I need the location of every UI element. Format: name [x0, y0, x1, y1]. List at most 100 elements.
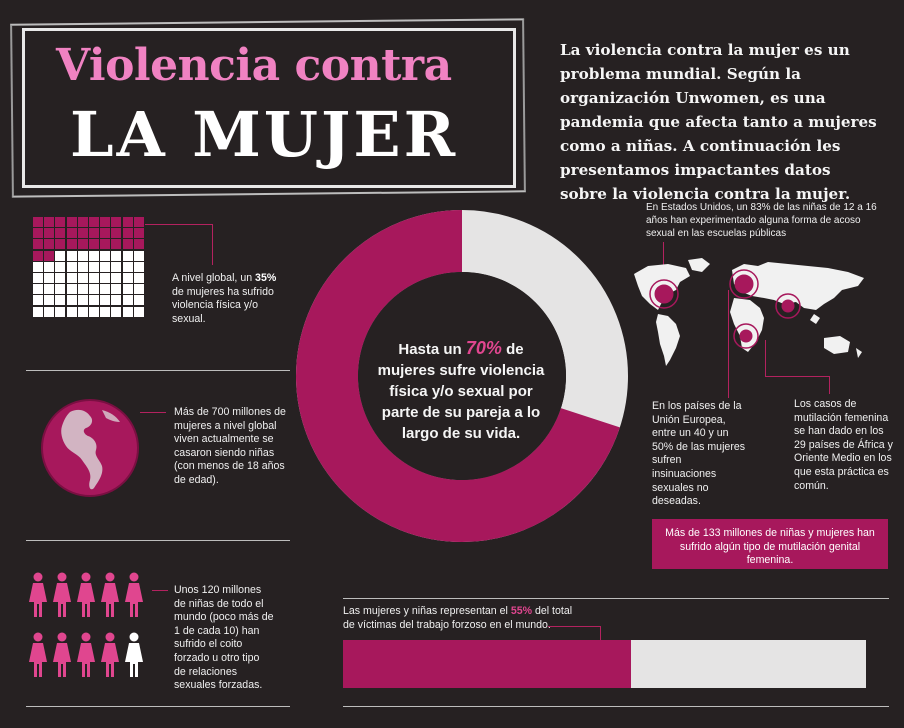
waffle-cell: [44, 239, 55, 250]
waffle-cell: [100, 295, 111, 306]
waffle-cell: [89, 284, 99, 295]
stat-35-pre: A nivel global, un: [172, 272, 256, 284]
leader-line-forced-labor: [548, 626, 601, 641]
forced-labor-bar-fill: [343, 640, 631, 688]
waffle-cell: [77, 295, 88, 306]
waffle-cell: [55, 273, 66, 283]
donut-pct: 70%: [465, 338, 502, 358]
waffle-cell: [44, 228, 55, 239]
stat-35-pct: 35%: [255, 272, 277, 284]
woman-figure-icon: [52, 632, 72, 683]
waffle-cell: [122, 284, 133, 295]
waffle-cell: [122, 228, 133, 239]
waffle-cell: [33, 228, 43, 239]
waffle-cell: [77, 306, 88, 317]
divider-3: [26, 706, 290, 707]
waffle-cell: [77, 250, 88, 261]
donut-pre: Hasta un: [398, 341, 466, 358]
waffle-cell: [33, 261, 43, 272]
divider-1: [26, 370, 290, 371]
waffle-cell: [33, 273, 43, 283]
waffle-cell: [100, 261, 111, 272]
waffle-cell: [77, 261, 88, 272]
us-stat-text: En Estados Unidos, un 83% de las niñas d…: [646, 202, 877, 239]
woman-figure-icon: [100, 632, 120, 683]
woman-figure-icon: [76, 572, 96, 623]
leader-line-120: [152, 590, 168, 592]
waffle-cell: [66, 261, 77, 272]
mutilation-stat-text: Los casos de mutilación femenina se han …: [794, 398, 893, 492]
woman-figure-icon: [76, 632, 96, 683]
waffle-cell: [77, 228, 88, 239]
waffle-cell: [44, 295, 55, 306]
waffle-cell: [122, 239, 133, 250]
eu-stat-text: En los países de la Unión Europea, entre…: [652, 400, 746, 508]
waffle-cell: [44, 306, 55, 317]
waffle-cell: [44, 217, 55, 227]
waffle-cell: [89, 217, 99, 227]
waffle-cell: [133, 228, 144, 239]
waffle-cell: [133, 284, 144, 295]
woman-figure-icon: [124, 572, 144, 623]
waffle-cell: [66, 217, 77, 227]
waffle-cell: [100, 273, 111, 283]
waffle-cell: [89, 261, 99, 272]
waffle-cell: [89, 273, 99, 283]
waffle-cell: [111, 239, 122, 250]
mutilation-highlight-box: Más de 133 millones de niñas y mujeres h…: [652, 519, 888, 569]
waffle-cell: [55, 306, 66, 317]
waffle-cell: [133, 306, 144, 317]
waffle-cell: [111, 284, 122, 295]
stat-35-post: de mujeres ha sufrido violencia física y…: [172, 285, 274, 325]
title-frame: [22, 28, 516, 188]
waffle-cell: [33, 250, 43, 261]
waffle-cell: [66, 284, 77, 295]
woman-figure-icon: [28, 572, 48, 623]
waffle-cell: [133, 273, 144, 283]
waffle-cell: [66, 228, 77, 239]
women-figures-group: [28, 572, 148, 678]
waffle-cell: [66, 273, 77, 283]
waffle-cell: [100, 284, 111, 295]
waffle-cell: [77, 239, 88, 250]
waffle-cell: [122, 250, 133, 261]
leader-line-35: [145, 224, 213, 265]
waffle-cell: [133, 239, 144, 250]
waffle-cell: [77, 284, 88, 295]
woman-figure-icon: [28, 632, 48, 683]
waffle-cell: [77, 217, 88, 227]
waffle-cell: [44, 250, 55, 261]
waffle-cell: [111, 217, 122, 227]
waffle-cell: [100, 239, 111, 250]
world-map-icon: [628, 252, 878, 382]
waffle-cell: [33, 239, 43, 250]
waffle-cell: [100, 228, 111, 239]
leader-line-africa-h: [765, 376, 829, 378]
waffle-cell: [77, 273, 88, 283]
waffle-cell: [133, 217, 144, 227]
waffle-cell: [66, 239, 77, 250]
waffle-cell: [33, 306, 43, 317]
forced-labor-pct: 55%: [510, 605, 533, 617]
waffle-cell: [89, 295, 99, 306]
donut-arc-70: [296, 210, 628, 542]
intro-paragraph: La violencia contra la mujer es un probl…: [560, 41, 877, 203]
waffle-cell: [33, 284, 43, 295]
globe-americas-icon: [40, 398, 140, 498]
forced-labor-post: del total de víctimas del trabajo forzos…: [343, 605, 573, 631]
waffle-cell: [55, 239, 66, 250]
waffle-cell: [66, 250, 77, 261]
waffle-cell: [55, 250, 66, 261]
woman-figure-icon: [124, 632, 144, 683]
waffle-cell: [44, 284, 55, 295]
divider-5: [343, 706, 889, 707]
woman-figure-icon: [52, 572, 72, 623]
waffle-cell: [33, 295, 43, 306]
waffle-cell: [55, 284, 66, 295]
waffle-cell: [111, 295, 122, 306]
waffle-cell: [66, 306, 77, 317]
waffle-cell: [89, 228, 99, 239]
waffle-cell: [133, 250, 144, 261]
waffle-cell: [55, 228, 66, 239]
waffle-cell: [122, 261, 133, 272]
